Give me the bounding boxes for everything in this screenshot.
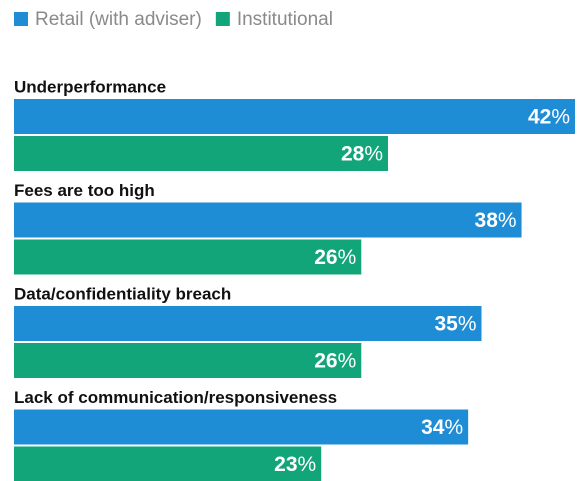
- category-label: Lack of communication/responsiveness: [14, 388, 337, 407]
- value-label: 38%: [475, 209, 517, 232]
- value-label: 28%: [341, 142, 383, 165]
- category-label: Data/confidentiality breach: [14, 284, 231, 303]
- bar: [14, 202, 522, 238]
- legend-label: Retail (with adviser): [35, 9, 202, 30]
- legend-swatch: [215, 12, 230, 26]
- bar: [14, 306, 482, 341]
- value-label: 23%: [274, 453, 316, 476]
- value-label: 34%: [421, 416, 463, 439]
- bar: [14, 239, 362, 275]
- legend-label: Institutional: [237, 9, 333, 30]
- bar: [14, 446, 322, 481]
- bar: [14, 409, 469, 445]
- bar: [14, 136, 388, 171]
- value-label: 35%: [434, 312, 476, 335]
- category-label: Fees are too high: [14, 181, 155, 200]
- value-label: 26%: [314, 349, 356, 372]
- value-label: 42%: [528, 105, 570, 128]
- bar: [14, 343, 362, 378]
- legend-swatch: [14, 12, 28, 26]
- category-label: Underperformance: [14, 77, 166, 96]
- value-label: 26%: [314, 246, 356, 269]
- bar: [14, 99, 575, 134]
